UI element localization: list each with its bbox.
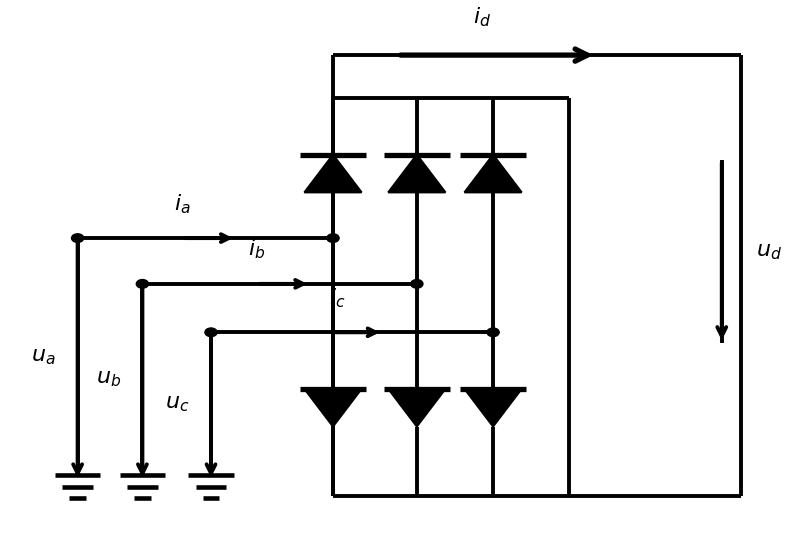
Polygon shape (305, 389, 362, 427)
Text: $i_c$: $i_c$ (329, 286, 345, 310)
Polygon shape (465, 389, 522, 427)
Polygon shape (465, 155, 522, 192)
Text: $u_a$: $u_a$ (31, 346, 56, 367)
Circle shape (327, 234, 339, 243)
Polygon shape (389, 389, 445, 427)
Text: $i_a$: $i_a$ (174, 192, 191, 216)
Text: $i_d$: $i_d$ (473, 5, 491, 29)
Circle shape (487, 328, 499, 337)
Polygon shape (389, 155, 445, 192)
Text: $u_b$: $u_b$ (96, 369, 121, 389)
Circle shape (71, 234, 84, 243)
Text: $i_b$: $i_b$ (248, 238, 265, 261)
Text: $u_d$: $u_d$ (756, 242, 782, 261)
Circle shape (137, 279, 148, 288)
Polygon shape (305, 155, 362, 192)
Text: $u_c$: $u_c$ (165, 394, 189, 413)
Circle shape (205, 328, 217, 337)
Circle shape (411, 279, 423, 288)
